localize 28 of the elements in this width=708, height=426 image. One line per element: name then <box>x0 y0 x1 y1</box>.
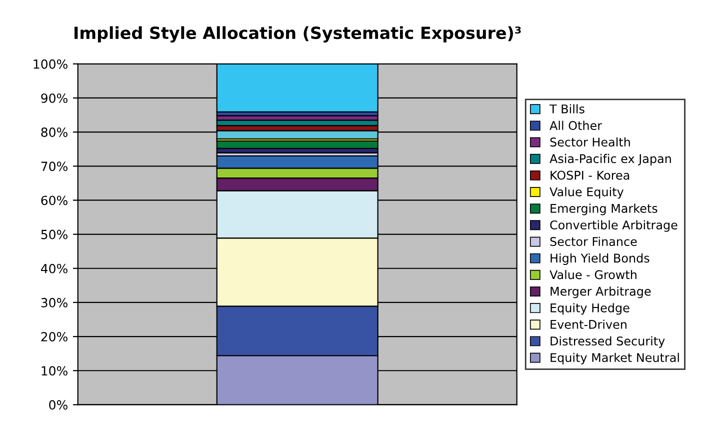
legend-label: Value - Growth <box>550 270 636 280</box>
y-tick-label: 90% <box>41 93 68 103</box>
legend-label: Value Equity <box>550 187 624 199</box>
y-tick-label: 100% <box>34 59 68 69</box>
y-tick-label: 70% <box>41 162 68 172</box>
y-tick-label: 10% <box>42 366 68 376</box>
y-tick-label: 20% <box>41 332 68 342</box>
legend-label: Merger Arbitrage <box>550 286 651 298</box>
chart-title: Implied Style Allocation (Systematic Exposure)³ <box>74 26 521 42</box>
y-tick-label: 40% <box>40 264 68 274</box>
legend-label: Equity Hedge <box>550 303 630 315</box>
legend-label: High Yield Bonds <box>550 253 650 265</box>
y-tick-label: 80% <box>41 128 68 137</box>
y-tick-label: 50% <box>41 230 68 240</box>
legend-label: Distressed Security <box>550 336 665 348</box>
legend-label: Convertible Arbitrage <box>550 220 678 232</box>
y-tick-label: 30% <box>41 298 68 308</box>
legend-label: Sector Health <box>550 137 630 147</box>
legend-label: All Other <box>550 120 602 130</box>
legend-label: Asia-Pacific ex Japan <box>550 154 671 166</box>
y-tick-label: 0% <box>49 400 68 410</box>
legend-label: KOSPI - Korea <box>550 170 630 180</box>
legend-label: Event-Driven <box>550 320 626 329</box>
legend-label: Sector Finance <box>550 236 637 246</box>
y-tick-label: 60% <box>41 196 68 206</box>
legend-label: T Bills <box>549 104 584 114</box>
legend-label: Equity Market Neutral <box>550 352 679 364</box>
legend-label: Emerging Markets <box>550 204 658 216</box>
